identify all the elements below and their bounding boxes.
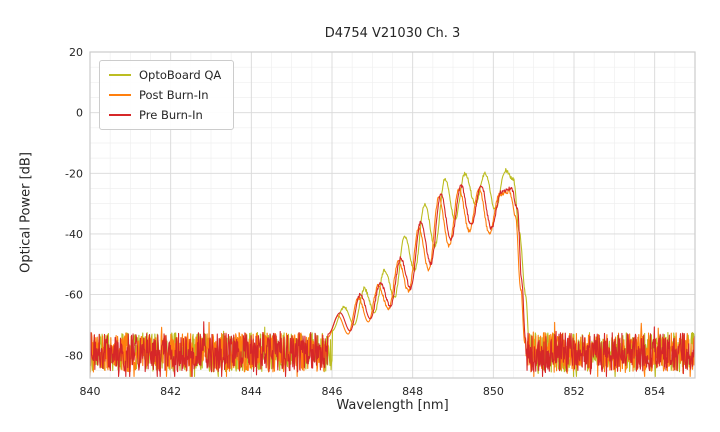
line-swatch-icon xyxy=(109,74,131,76)
y-axis-label: Optical Power [dB] xyxy=(18,152,34,273)
legend-item-optoboard-qa: OptoBoard QA xyxy=(109,68,221,82)
legend-item-pre-burn-in: Pre Burn-In xyxy=(109,108,221,122)
svg-text:840: 840 xyxy=(80,385,101,398)
svg-text:-40: -40 xyxy=(65,228,83,241)
svg-text:850: 850 xyxy=(483,385,504,398)
svg-text:852: 852 xyxy=(564,385,585,398)
svg-text:0: 0 xyxy=(76,107,83,120)
line-swatch-icon xyxy=(109,94,131,96)
x-axis-label: Wavelength [nm] xyxy=(336,398,449,413)
svg-text:854: 854 xyxy=(644,385,665,398)
tick-labels: 840 842 844 846 848 850 852 854 20 0 -20 -40 -60 -80 xyxy=(65,46,665,398)
legend-label: Pre Burn-In xyxy=(139,108,203,122)
svg-text:842: 842 xyxy=(160,385,181,398)
svg-text:846: 846 xyxy=(322,385,343,398)
svg-text:844: 844 xyxy=(241,385,262,398)
series-pre-burn-in xyxy=(90,184,695,378)
svg-text:-80: -80 xyxy=(65,349,83,362)
line-swatch-icon xyxy=(109,114,131,116)
legend-item-post-burn-in: Post Burn-In xyxy=(109,88,221,102)
legend-label: Post Burn-In xyxy=(139,88,209,102)
svg-text:-20: -20 xyxy=(65,167,83,180)
chart-title: D4754 V21030 Ch. 3 xyxy=(324,26,461,41)
svg-text:848: 848 xyxy=(402,385,423,398)
series-lines xyxy=(90,168,695,378)
legend-label: OptoBoard QA xyxy=(139,68,222,82)
svg-text:-60: -60 xyxy=(65,289,83,302)
legend: OptoBoard QA Post Burn-In Pre Burn-In xyxy=(99,60,235,130)
plot-frame xyxy=(89,51,696,379)
svg-text:20: 20 xyxy=(69,46,83,59)
